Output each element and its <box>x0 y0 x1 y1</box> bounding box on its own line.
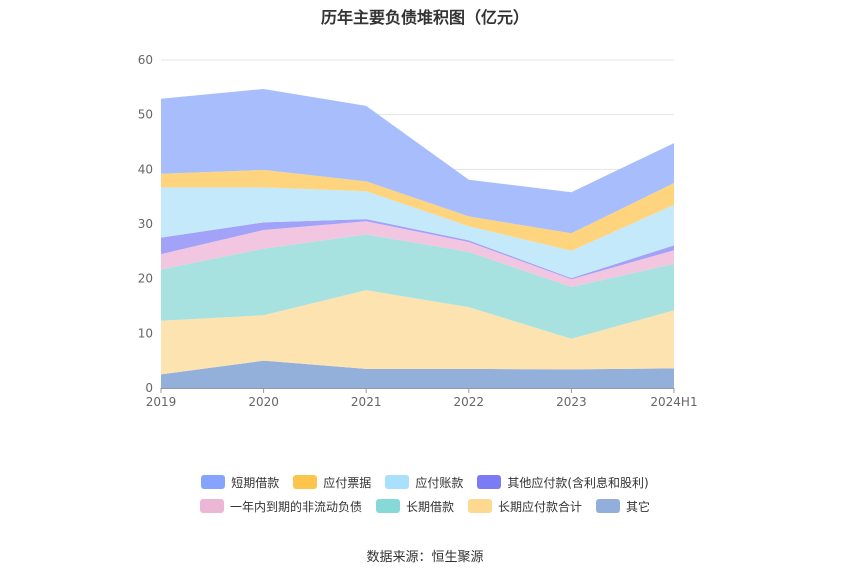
legend-label: 其它 <box>626 499 651 514</box>
y-tick-label: 60 <box>138 53 153 67</box>
chart-title: 历年主要负债堆积图（亿元） <box>320 8 529 27</box>
legend-item[interactable]: 长期应付款合计 <box>468 498 582 515</box>
legend-item[interactable]: 其他应付款(含利息和股利) <box>477 474 649 491</box>
legend-swatch <box>385 475 410 489</box>
x-tick-label: 2021 <box>351 395 382 409</box>
area-series-长期应付款合计 <box>161 290 674 375</box>
legend-label: 应付账款 <box>415 475 464 490</box>
legend-item[interactable]: 应付账款 <box>385 474 463 491</box>
legend-label: 短期借款 <box>231 475 280 490</box>
stacked-area-chart: 0 10 20 30 40 50 60 2019 2020 2021 2022 2023 2024H1 <box>138 53 698 409</box>
x-tick-label: 2023 <box>556 395 587 409</box>
y-tick-label: 50 <box>138 108 153 122</box>
legend-item[interactable]: 短期借款 <box>201 474 279 491</box>
legend-label: 长期应付款合计 <box>498 499 583 514</box>
legend-label: 一年内到期的非流动负债 <box>229 499 362 514</box>
legend-item[interactable]: 应付票据 <box>293 474 371 491</box>
area-series-长期借款 <box>161 234 674 339</box>
legend-swatch <box>375 499 400 513</box>
legend-swatch <box>293 475 318 489</box>
y-tick-label: 30 <box>138 217 153 231</box>
legend-label: 应付票据 <box>323 475 372 490</box>
legend-swatch <box>201 475 226 489</box>
legend-swatch <box>199 499 224 513</box>
legend-swatch <box>468 499 492 513</box>
legend-row: 短期借款 应付票据 应付账款 其他应付款(含利息和股利) <box>0 470 850 494</box>
data-source-note: 数据来源：恒生聚源 <box>366 550 484 565</box>
legend-swatch <box>477 475 502 489</box>
y-tick-label: 0 <box>145 381 153 395</box>
legend-item[interactable]: 一年内到期的非流动负债 <box>199 498 362 515</box>
y-tick-label: 10 <box>138 326 153 340</box>
area-series-其它 <box>161 360 674 388</box>
legend-row: 一年内到期的非流动负债 长期借款 长期应付款合计 其它 <box>0 494 850 518</box>
legend-item[interactable]: 长期借款 <box>375 498 454 515</box>
area-series-短期借款 <box>161 88 674 234</box>
x-tick-label: 2024H1 <box>650 395 697 409</box>
legend-swatch <box>596 499 621 513</box>
y-tick-label: 40 <box>138 162 153 176</box>
area-series-其他应付款(含利息和股利) <box>161 219 674 280</box>
legend-label: 长期借款 <box>405 499 454 514</box>
area-series-应付账款 <box>161 187 674 279</box>
y-tick-label: 20 <box>138 272 153 286</box>
chart-legend: 短期借款 应付票据 应付账款 其他应付款(含利息和股利) 一年内到期的非流动负债 长期借款… <box>0 470 850 518</box>
legend-item[interactable]: 其它 <box>596 498 650 515</box>
area-series-应付票据 <box>161 169 674 251</box>
x-tick-label: 2019 <box>146 395 177 409</box>
area-series-一年内到期的非流动负债 <box>161 221 674 287</box>
legend-label: 其他应付款(含利息和股利) <box>507 475 649 490</box>
x-tick-label: 2020 <box>248 395 279 409</box>
x-tick-label: 2022 <box>454 395 485 409</box>
